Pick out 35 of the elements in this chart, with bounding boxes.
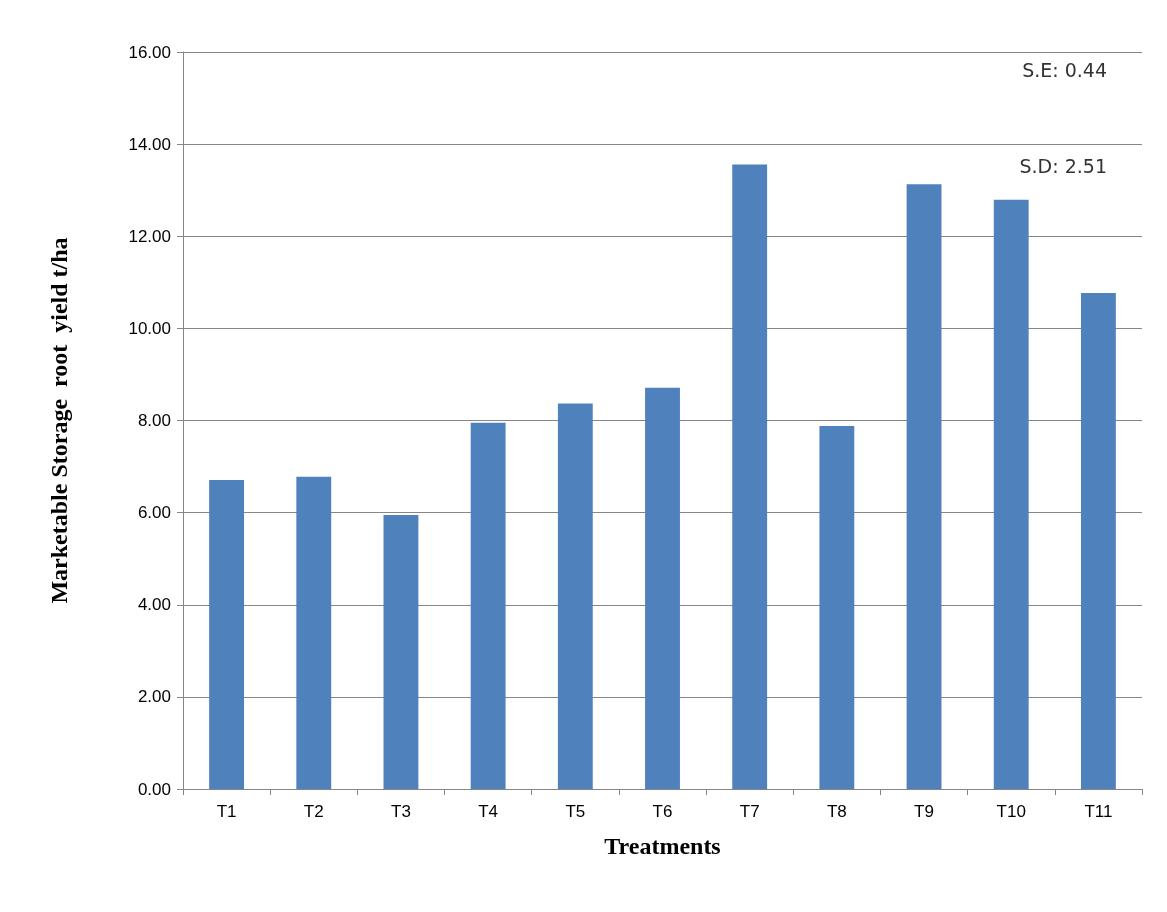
y-axis-title: Marketable Storage root yield t/ha [46,237,72,604]
y-tick-label: 12.00 [128,226,171,246]
annotation: S.E: 0.44 [1022,58,1108,81]
bar [557,403,593,789]
x-axis-title: Treatments [604,833,721,859]
bar [993,199,1029,789]
bar [645,387,680,789]
x-tick-label: T3 [391,802,411,821]
bar [819,426,855,789]
annotation: S.D: 2.51 [1019,154,1108,177]
x-tick-label: T8 [826,802,847,821]
y-tick-label: 16.00 [128,42,171,62]
y-tick-label: 10.00 [128,318,171,338]
y-tick-label: 0.00 [137,779,171,799]
bar [209,479,245,789]
x-tick-label: T5 [565,802,586,821]
y-tick-label: 4.00 [137,595,171,615]
bar [383,514,419,789]
x-tick-label: T1 [216,802,237,821]
bar [470,422,506,789]
bar [732,164,768,789]
x-tick-label: T2 [303,802,324,821]
x-tick-label: T7 [739,802,760,821]
y-tick-label: 8.00 [137,411,171,430]
bar [906,184,942,789]
x-tick-label: T9 [914,802,934,821]
x-tick-label: T10 [996,802,1026,821]
y-tick-label: 6.00 [137,503,171,523]
y-tick-label: 2.00 [137,687,171,707]
y-tick-label: 14.00 [128,134,171,154]
x-tick-label: T6 [652,802,673,821]
x-tick-label: T11 [1084,802,1113,821]
bar [296,476,332,789]
bar [1080,292,1116,789]
x-tick-label: T4 [478,802,499,821]
